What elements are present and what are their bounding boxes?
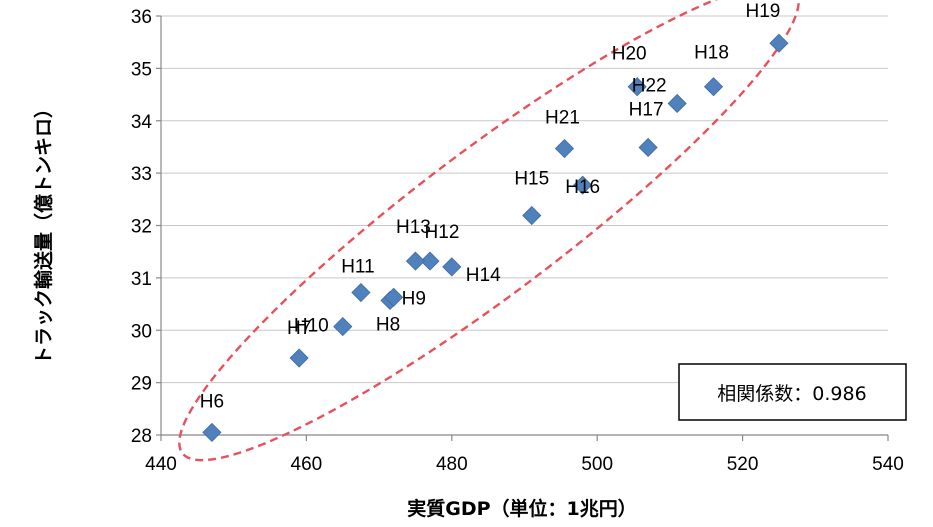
y-tick-label: 31 [131,269,152,290]
y-tick-label: 35 [131,59,152,80]
x-tick-label: 540 [872,454,904,475]
point-label-h6: H6 [200,391,224,412]
point-label-h12: H12 [425,222,460,243]
correlation-box: 相関係数：0.986 [678,363,907,421]
y-tick-label: 29 [131,374,152,395]
y-tick-label: 33 [131,164,152,185]
point-label-h15: H15 [514,169,549,190]
point-label-h18: H18 [694,43,729,64]
data-point-h17 [638,137,658,158]
grid-layer [161,15,888,384]
y-tick-label: 30 [131,321,152,342]
data-point-h9 [384,287,404,307]
data-point-h6 [202,422,222,442]
data-point-h19 [769,33,789,53]
y-tick-label: 36 [131,7,152,28]
point-label-h8: H8 [376,314,400,335]
point-label-h22: H22 [632,75,667,96]
correlation-text: 相関係数：0.986 [717,383,866,405]
axis-layer: 28 29 30 31 32 33 34 35 36 440 460 480 500 520 540 [131,7,904,475]
data-point-h15 [522,205,542,226]
point-label-h19: H19 [746,1,781,22]
x-tick-label: 460 [291,454,323,475]
point-label-h21: H21 [545,108,580,129]
data-point-h7 [289,348,309,368]
point-label-h20: H20 [612,44,647,65]
point-label-h16: H16 [565,177,600,198]
data-point-h18 [703,77,724,97]
data-point-h22 [667,93,687,114]
point-label-h11: H11 [341,257,374,278]
point-label-h17: H17 [629,99,664,120]
x-tick-label: 500 [581,454,613,475]
ellipse-layer [178,0,800,462]
points-layer [202,33,789,442]
enclosing-ellipse [178,0,800,462]
y-tick-label: 34 [131,112,153,133]
point-label-h9: H9 [402,288,426,309]
data-point-h12 [420,251,440,271]
data-point-h20 [627,77,647,97]
y-tick-label: 32 [131,217,152,238]
x-axis-title: 実質GDP（単位：1兆円） [407,497,637,520]
point-label-h10: H10 [294,316,329,337]
point-label-h7: H7 [287,318,311,339]
point-label-h13: H13 [396,217,431,238]
x-tick-label: 440 [145,454,177,475]
x-tick-label: 520 [727,454,759,475]
y-axis-title: トラック輸送量（億トンキロ） [32,99,55,365]
data-point-h11 [351,282,371,303]
point-label-h14: H14 [466,265,501,286]
data-point-h13 [405,251,426,271]
data-point-h10 [333,317,353,337]
y-tick-label: 28 [131,426,152,447]
data-point-h21 [554,138,575,159]
x-tick-label: 480 [436,454,468,475]
data-point-h16 [573,175,593,195]
data-point-h14 [442,257,462,277]
